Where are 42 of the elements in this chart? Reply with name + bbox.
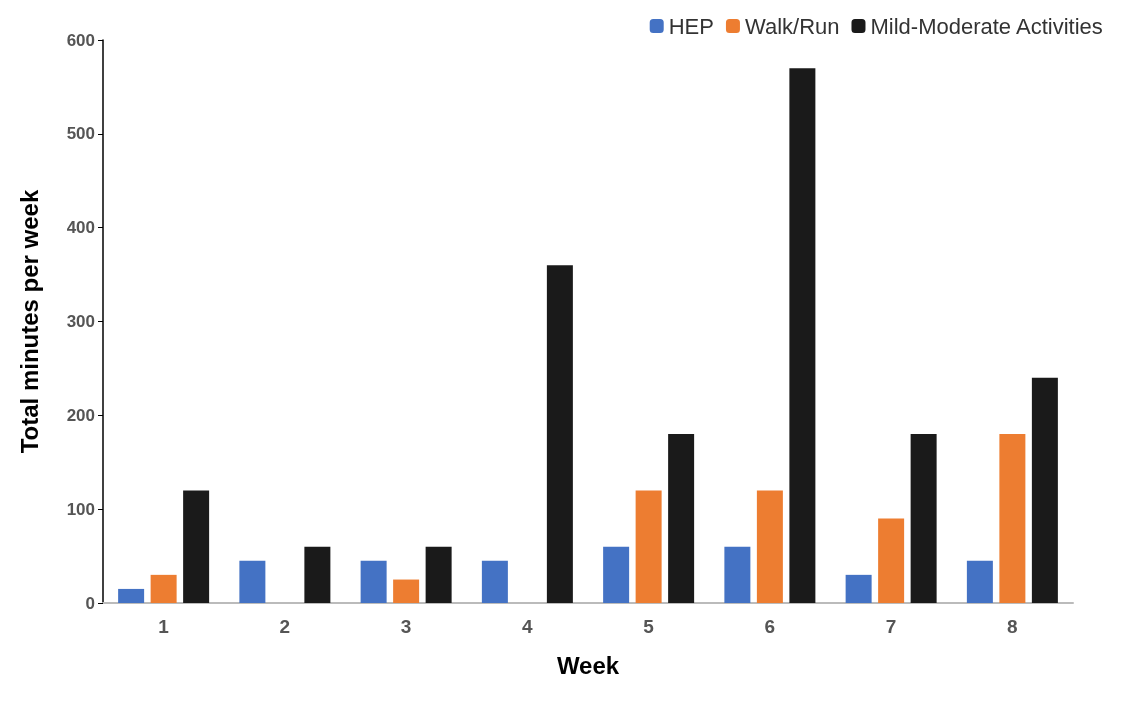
bar [999, 434, 1026, 603]
x-tick-label: 1 [158, 616, 170, 637]
bar [724, 546, 751, 603]
bar [668, 434, 695, 603]
bar [360, 560, 387, 603]
bar [304, 546, 331, 603]
bar [425, 546, 452, 603]
bar [546, 265, 573, 603]
bar [118, 588, 145, 603]
bar [966, 560, 993, 603]
y-tick-label: 300 [66, 312, 95, 331]
y-tick-label: 0 [85, 593, 95, 613]
bar [183, 490, 210, 603]
x-tick-label: 6 [764, 616, 776, 637]
y-tick-label: 500 [66, 124, 95, 144]
y-axis-title: Total minutes per week [15, 189, 43, 454]
bar [481, 560, 508, 603]
x-tick-label: 4 [522, 616, 534, 637]
bar [393, 579, 420, 603]
x-tick-label: 5 [643, 616, 655, 637]
bar [1031, 377, 1058, 603]
y-tick-label: 400 [66, 218, 95, 238]
y-tick-label: 600 [66, 30, 95, 50]
bar [635, 490, 662, 603]
bar [756, 490, 783, 603]
bar [150, 574, 177, 603]
x-tick-label: 7 [885, 616, 897, 637]
legend-label: HEP [668, 13, 714, 39]
bar [878, 518, 905, 603]
legend-label: Mild-Moderate Activities [870, 13, 1103, 39]
bar [603, 546, 630, 603]
x-tick-label: 3 [400, 616, 412, 637]
bar [239, 560, 266, 603]
bar [910, 434, 937, 603]
x-axis-title: Week [556, 651, 620, 679]
y-tick-label: 100 [66, 499, 95, 519]
x-tick-label: 2 [279, 616, 291, 637]
bar [789, 68, 816, 603]
legend-label: Walk/Run [744, 13, 840, 39]
bar [845, 574, 872, 603]
y-tick-label: 200 [66, 405, 95, 425]
x-tick-label: 8 [1007, 616, 1018, 637]
